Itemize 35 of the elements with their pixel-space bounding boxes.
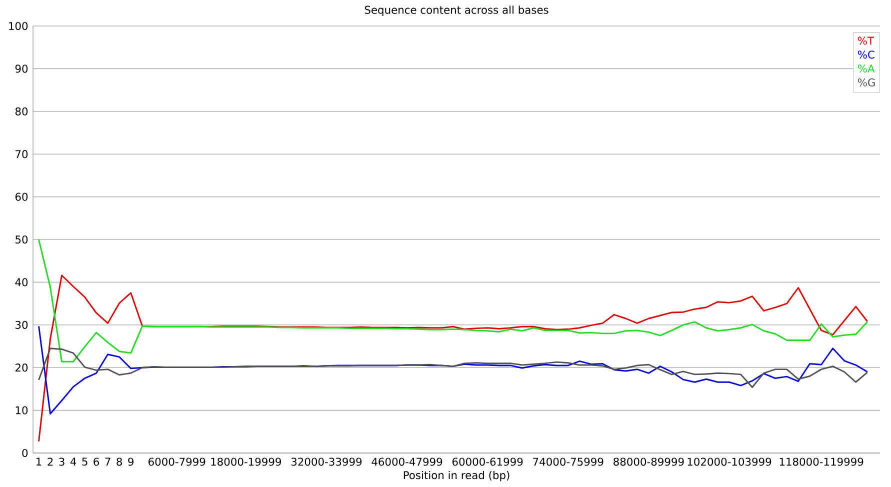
y-tick-label: 60 <box>15 192 28 201</box>
text: %C <box>858 50 874 59</box>
y-tick-label: 70 <box>16 150 28 158</box>
x-tick-label: 6 <box>94 458 100 466</box>
x-tick-label: 32000-33999 <box>291 458 362 466</box>
text: %G <box>858 78 875 86</box>
y-tick-label: 40 <box>15 278 28 286</box>
y-tick-label: 80 <box>15 107 28 116</box>
text: %T <box>858 36 874 45</box>
chart-title: Sequence content across all bases <box>364 6 548 16</box>
x-tick-label: 118000-119999 <box>780 458 864 466</box>
x-tick-label: 18000-19999 <box>211 458 281 466</box>
x-tick-label: 4 <box>70 458 76 466</box>
x-tick-label: 6000-7999 <box>148 458 206 466</box>
x-tick-label: 9 <box>128 458 134 466</box>
x-tick-label: 1 <box>36 458 42 466</box>
y-tick-label: 0 <box>22 448 28 458</box>
y-tick-label: 20 <box>16 364 28 372</box>
x-tick-label: 88000-89999 <box>614 458 684 466</box>
x-axis-title: Position in read (bp) <box>404 470 510 482</box>
y-tick-label: 100 <box>9 22 28 30</box>
x-tick-label: 2 <box>48 458 53 466</box>
x-tick-label: 8 <box>116 458 122 466</box>
y-tick-label: 10 <box>16 406 28 414</box>
y-tick-label: 30 <box>16 320 28 329</box>
x-tick-label: 5 <box>82 458 88 466</box>
y-tick-label: 50 <box>16 235 28 244</box>
x-tick-label: 7 <box>105 458 110 466</box>
x-tick-label: 74000-75999 <box>533 458 604 466</box>
x-tick-label: 102000-103999 <box>688 458 772 466</box>
text: %A <box>858 64 875 73</box>
x-tick-label: 46000-47999 <box>372 458 442 466</box>
y-tick-label: 90 <box>15 64 28 73</box>
x-tick-label: 3 <box>59 458 64 466</box>
x-tick-label: 60000-61999 <box>452 458 523 466</box>
